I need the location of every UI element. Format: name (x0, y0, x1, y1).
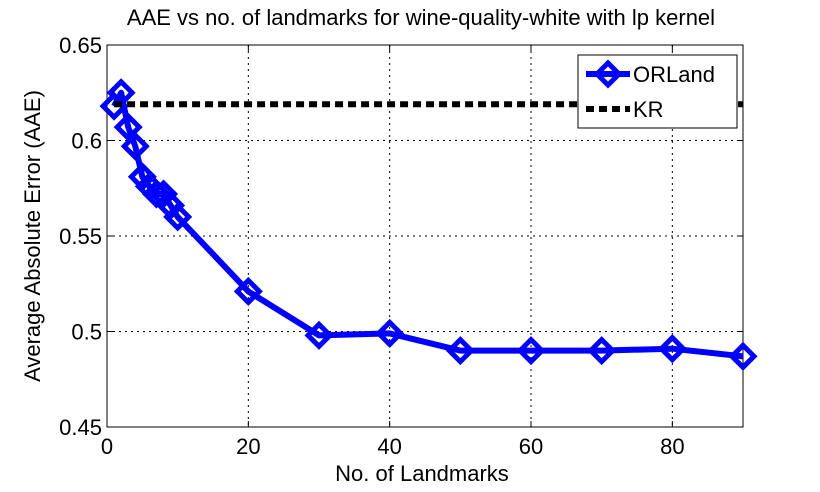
data-point (233, 276, 263, 306)
data-point (304, 320, 334, 350)
y-tick-label: 0.45 (59, 415, 102, 440)
axes: 0 20 40 60 80 0.45 0.5 0.55 0.6 0.65 (59, 33, 744, 459)
y-tick-label: 0.5 (71, 320, 102, 345)
data-point (445, 336, 475, 366)
x-tick-label: 60 (519, 434, 543, 459)
y-axis-label: Average Absolute Error (AAE) (20, 90, 45, 382)
axes-box (106, 44, 744, 428)
y-tick-label: 0.6 (71, 129, 102, 154)
y-tick-label: 0.65 (59, 33, 102, 58)
data-point (728, 341, 758, 371)
data-point (141, 179, 172, 209)
data-point (120, 131, 150, 161)
legend: ORLand KR (577, 54, 738, 129)
data-point (163, 202, 193, 232)
legend-label-orland: ORLand (633, 62, 715, 87)
y-tick-label: 0.55 (59, 224, 102, 249)
data-point (113, 112, 143, 142)
data-point (657, 334, 687, 364)
series-orland (99, 78, 758, 371)
legend-label-kr: KR (633, 97, 664, 122)
data-point (375, 318, 405, 348)
x-axis-label: No. of Landmarks (335, 461, 509, 486)
data-point (587, 336, 617, 366)
x-tick-label: 0 (101, 434, 113, 459)
x-tick-label: 80 (660, 434, 684, 459)
data-point (516, 336, 546, 366)
legend-marker-orland (593, 59, 623, 89)
chart-title: AAE vs no. of landmarks for wine-quality… (127, 5, 715, 30)
x-tick-label: 40 (377, 434, 401, 459)
x-tick-label: 20 (236, 434, 260, 459)
